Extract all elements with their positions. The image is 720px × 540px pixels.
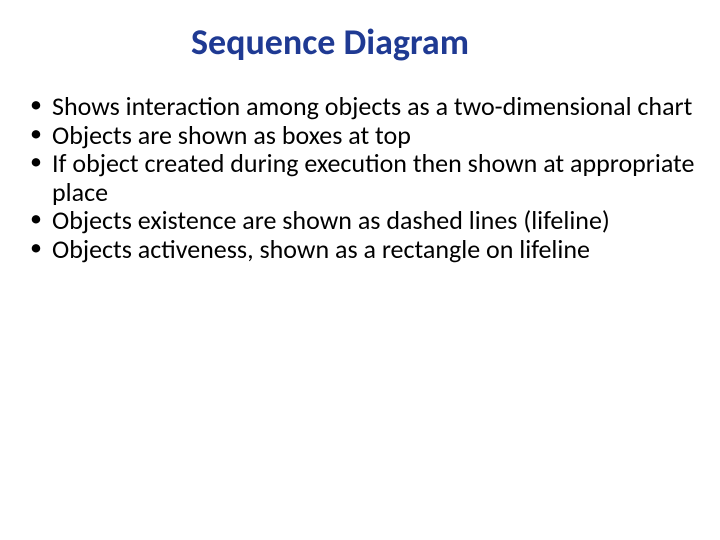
list-item: If object created during execution then … [28, 149, 700, 206]
slide-title: Sequence Diagram [0, 20, 720, 64]
bullet-text: Objects are shown as boxes at top [52, 121, 700, 150]
list-item: Objects existence are shown as dashed li… [28, 206, 700, 235]
list-item: Objects are shown as boxes at top [28, 121, 700, 150]
bullet-text: Shows interaction among objects as a two… [52, 92, 700, 121]
bullet-text: Objects existence are shown as dashed li… [52, 206, 700, 235]
list-item: Shows interaction among objects as a two… [28, 92, 700, 121]
bullet-list: Shows interaction among objects as a two… [0, 92, 720, 264]
bullet-text: If object created during execution then … [52, 149, 700, 206]
list-item: Objects activeness, shown as a rectangle… [28, 235, 700, 264]
bullet-text: Objects activeness, shown as a rectangle… [52, 235, 700, 264]
